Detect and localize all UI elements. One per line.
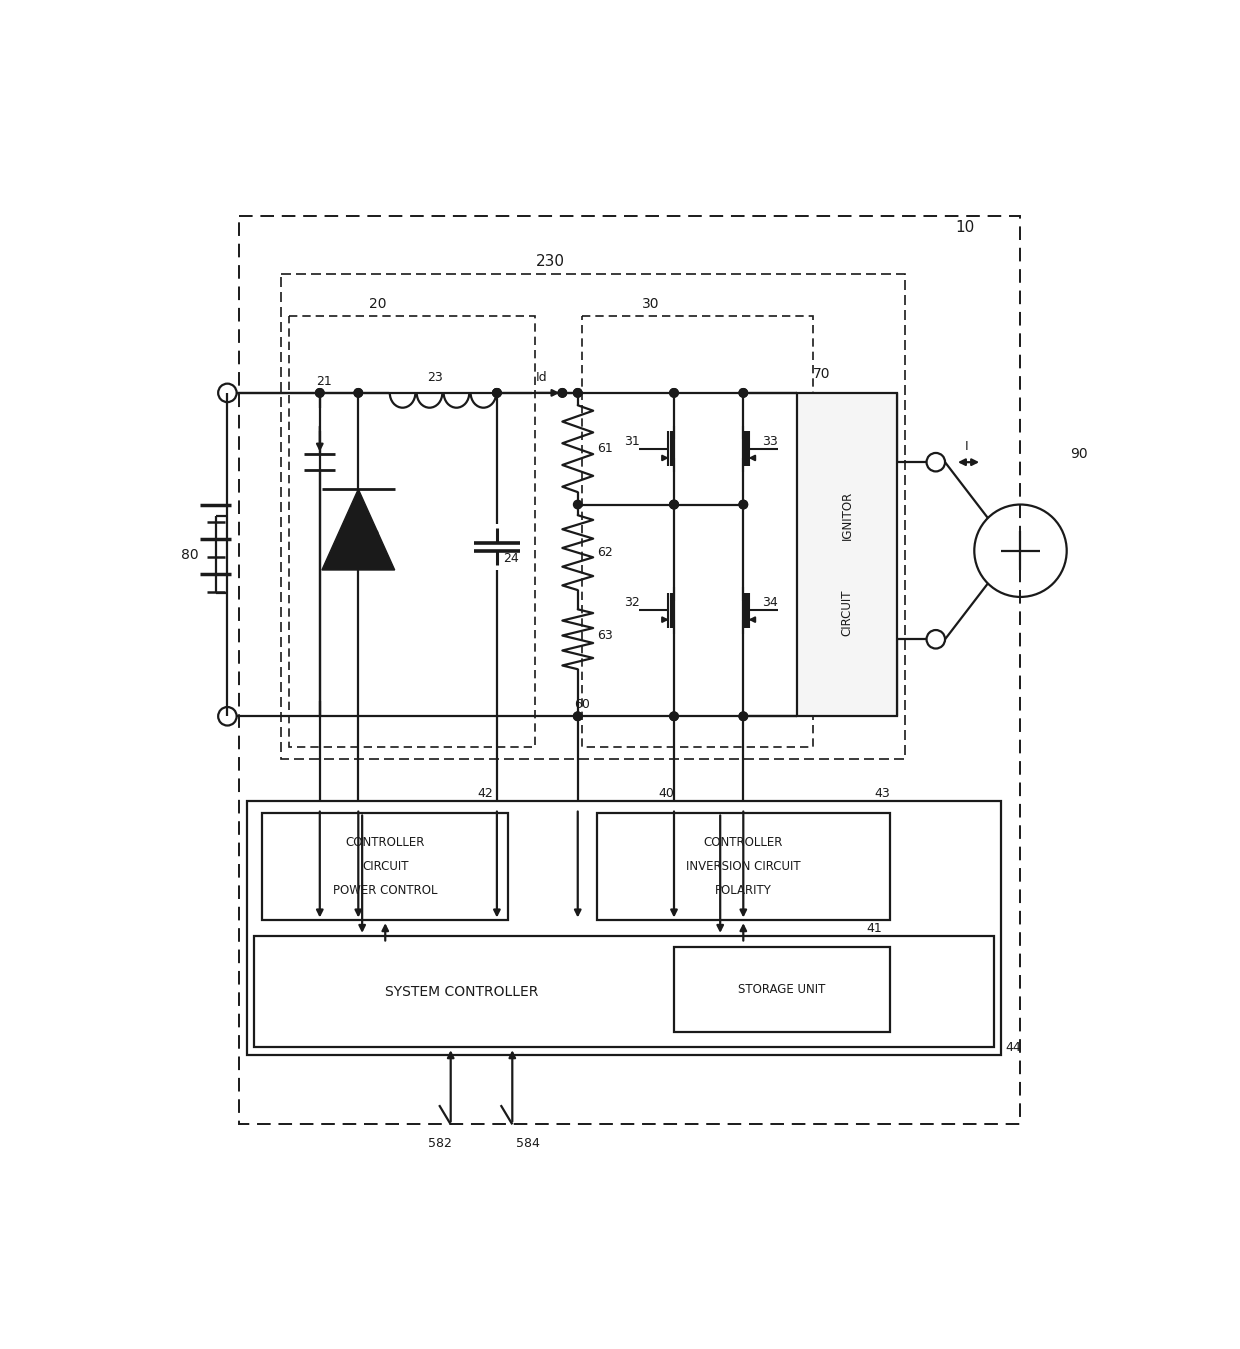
Text: 61: 61 <box>596 442 613 455</box>
Text: IGNITOR: IGNITOR <box>841 491 854 541</box>
Circle shape <box>574 389 582 397</box>
Text: I: I <box>965 440 968 453</box>
Bar <box>247 801 1001 1055</box>
Text: 582: 582 <box>428 1137 451 1151</box>
Circle shape <box>670 712 678 720</box>
Circle shape <box>739 712 748 720</box>
Circle shape <box>574 712 582 720</box>
Circle shape <box>739 500 748 509</box>
Circle shape <box>558 389 567 397</box>
Circle shape <box>739 712 748 720</box>
Text: 62: 62 <box>596 546 613 558</box>
Bar <box>582 316 812 747</box>
Text: Id: Id <box>536 371 547 384</box>
Text: 21: 21 <box>316 375 331 387</box>
Circle shape <box>558 389 567 397</box>
Text: CIRCUIT: CIRCUIT <box>841 590 854 635</box>
Text: 230: 230 <box>536 255 565 270</box>
Circle shape <box>355 389 362 397</box>
Circle shape <box>670 500 678 509</box>
Bar <box>281 274 905 758</box>
Text: 80: 80 <box>181 548 198 561</box>
Circle shape <box>315 389 324 397</box>
Circle shape <box>739 389 748 397</box>
Text: 63: 63 <box>596 629 613 642</box>
Text: 60: 60 <box>574 699 590 711</box>
Circle shape <box>315 389 324 397</box>
Bar <box>239 216 1021 1124</box>
Bar <box>289 316 536 747</box>
Bar <box>596 812 889 920</box>
Bar <box>262 812 508 920</box>
Text: 43: 43 <box>874 786 890 800</box>
Text: 22: 22 <box>365 529 381 542</box>
Text: 20: 20 <box>368 297 387 312</box>
Circle shape <box>574 712 582 720</box>
Text: 44: 44 <box>1006 1041 1021 1054</box>
Text: POWER CONTROL: POWER CONTROL <box>334 884 438 897</box>
Text: 70: 70 <box>812 367 830 380</box>
Polygon shape <box>322 490 394 571</box>
Text: CONTROLLER: CONTROLLER <box>703 836 782 850</box>
Text: STORAGE UNIT: STORAGE UNIT <box>738 983 826 996</box>
Text: 32: 32 <box>624 596 640 610</box>
Text: 23: 23 <box>428 371 444 384</box>
Circle shape <box>670 500 678 509</box>
Text: 33: 33 <box>763 434 779 448</box>
Text: 90: 90 <box>1070 448 1089 461</box>
Text: 41: 41 <box>867 921 882 935</box>
Circle shape <box>670 712 678 720</box>
Text: INVERSION CIRCUIT: INVERSION CIRCUIT <box>686 859 801 873</box>
Text: 24: 24 <box>503 552 518 565</box>
Circle shape <box>670 500 678 509</box>
Text: CONTROLLER: CONTROLLER <box>346 836 425 850</box>
Text: 31: 31 <box>624 434 640 448</box>
Circle shape <box>670 389 678 397</box>
Text: 42: 42 <box>477 786 494 800</box>
Text: CIRCUIT: CIRCUIT <box>362 859 408 873</box>
Circle shape <box>739 500 748 509</box>
Text: 584: 584 <box>516 1137 541 1151</box>
Text: POLARITY: POLARITY <box>715 884 771 897</box>
Circle shape <box>574 389 582 397</box>
Circle shape <box>670 389 678 397</box>
Circle shape <box>492 389 501 397</box>
Circle shape <box>492 389 501 397</box>
Circle shape <box>739 389 748 397</box>
Circle shape <box>355 389 362 397</box>
Text: 10: 10 <box>955 220 975 235</box>
Text: 40: 40 <box>658 786 675 800</box>
Text: 30: 30 <box>642 297 660 312</box>
Bar <box>254 936 993 1047</box>
Circle shape <box>574 500 582 509</box>
Bar <box>797 393 898 716</box>
Bar <box>675 947 889 1032</box>
Text: 34: 34 <box>763 596 779 610</box>
Text: SYSTEM CONTROLLER: SYSTEM CONTROLLER <box>384 985 538 998</box>
Circle shape <box>492 389 501 397</box>
